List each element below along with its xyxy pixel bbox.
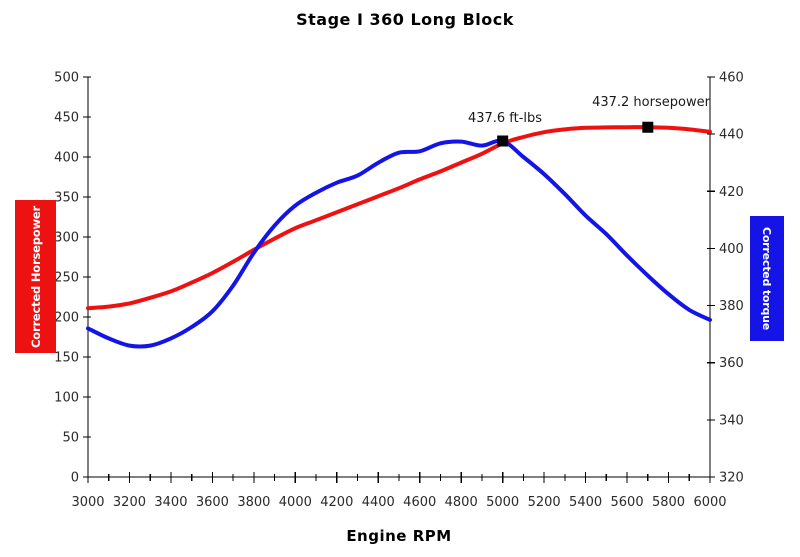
left-tick-label: 50 [62, 431, 79, 446]
x-tick-label: 5000 [486, 495, 519, 510]
left-axis-title-box: Corrected Horsepower [15, 200, 56, 353]
left-tick-label: 150 [54, 351, 79, 366]
x-tick-label: 4200 [320, 495, 353, 510]
right-tick-label: 440 [719, 128, 744, 143]
x-tick-label: 5800 [652, 495, 685, 510]
torque-peak-annotation: 437.6 ft-lbs [467, 111, 543, 126]
x-tick-label: 3600 [196, 495, 229, 510]
left-axis-title: Corrected Horsepower [28, 205, 43, 348]
x-tick-label: 4000 [279, 495, 312, 510]
x-tick-label: 3200 [113, 495, 146, 510]
x-tick-label: 4600 [403, 495, 436, 510]
x-tick-label: 5400 [569, 495, 602, 510]
hp-peak-annotation: 437.2 horsepower [592, 95, 710, 110]
chart-title: Stage I 360 Long Block [296, 10, 514, 29]
left-tick-label: 300 [54, 231, 79, 246]
left-tick-label: 350 [54, 191, 79, 206]
x-tick-label: 3000 [71, 495, 104, 510]
left-tick-label: 500 [54, 71, 79, 86]
right-tick-label: 320 [719, 471, 744, 486]
x-tick-label: 5600 [611, 495, 644, 510]
x-tick-label: 4400 [362, 495, 395, 510]
horsepower-peak-marker [642, 121, 654, 133]
left-tick-label: 450 [54, 111, 79, 126]
x-tick-label: 5200 [528, 495, 561, 510]
left-tick-label: 100 [54, 391, 79, 406]
x-tick-label: 6000 [693, 495, 726, 510]
horsepower-curve [86, 125, 712, 311]
x-axis-title: Engine RPM [346, 527, 452, 545]
right-tick-label: 380 [719, 299, 744, 314]
left-tick-label: 0 [71, 471, 79, 486]
right-tick-label: 340 [719, 413, 744, 428]
x-tick-label: 4800 [445, 495, 478, 510]
right-tick-label: 420 [719, 185, 744, 200]
left-tick-label: 200 [54, 311, 79, 326]
left-tick-label: 250 [54, 271, 79, 286]
x-tick-label: 3800 [237, 495, 270, 510]
right-tick-label: 360 [719, 356, 744, 371]
torque-curve [86, 138, 712, 349]
right-tick-label: 460 [719, 71, 744, 86]
right-axis-title-box: Corrected torque [750, 216, 784, 341]
x-tick-label: 3400 [154, 495, 187, 510]
right-tick-label: 400 [719, 242, 744, 257]
left-tick-label: 400 [54, 151, 79, 166]
torque-peak-marker [497, 135, 509, 147]
right-axis-title: Corrected torque [760, 226, 774, 331]
